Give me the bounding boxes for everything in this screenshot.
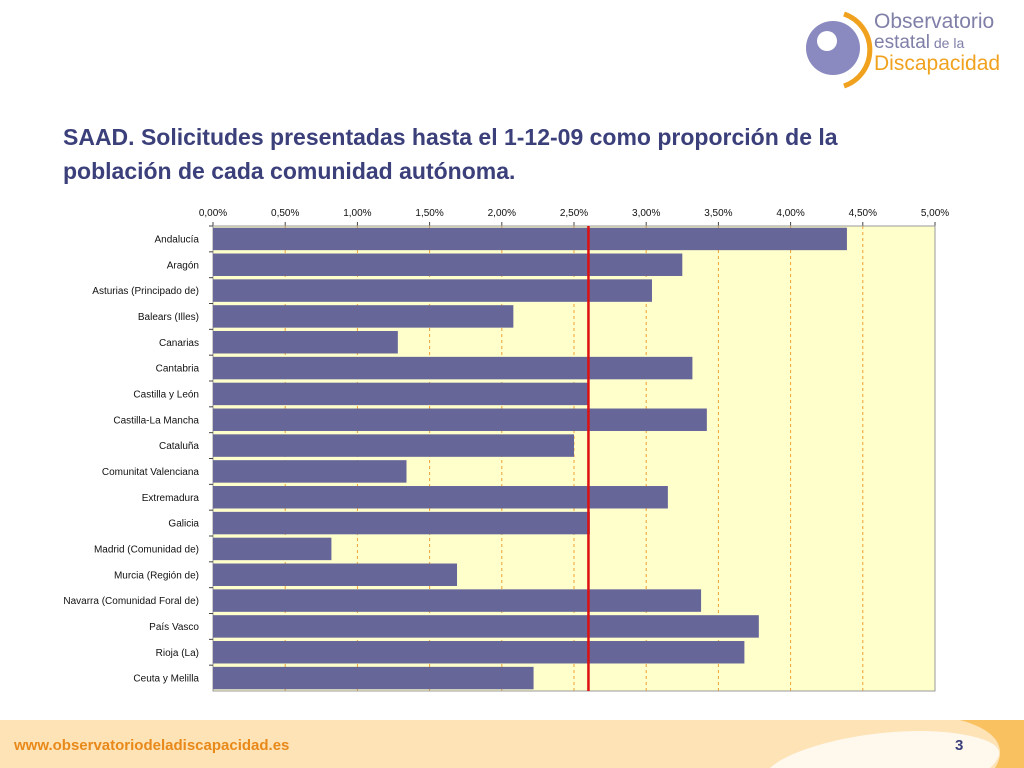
logo-line-discapacidad: Discapacidad bbox=[874, 52, 1001, 75]
bar bbox=[213, 227, 847, 251]
category-label: Comunitat Valenciana bbox=[102, 467, 200, 478]
x-tick-label: 2,00% bbox=[488, 208, 516, 219]
category-label: Cantabria bbox=[156, 364, 200, 375]
logo-de-la: de la bbox=[929, 35, 965, 51]
plot-area bbox=[213, 226, 935, 691]
category-label: Canarias bbox=[159, 338, 199, 349]
bar bbox=[213, 511, 590, 535]
category-label: Castilla y León bbox=[133, 389, 199, 400]
category-label: Aragón bbox=[167, 260, 199, 271]
category-label: Balears (Illes) bbox=[138, 312, 199, 323]
category-label: Galicia bbox=[168, 519, 199, 530]
category-label: Murcia (Región de) bbox=[114, 570, 199, 581]
x-tick-label: 3,00% bbox=[632, 208, 660, 219]
x-tick-label: 1,00% bbox=[343, 208, 371, 219]
bar bbox=[213, 331, 398, 354]
bar bbox=[213, 408, 707, 431]
bar bbox=[213, 486, 668, 509]
bar bbox=[213, 279, 652, 302]
category-label: Asturias (Principado de) bbox=[92, 286, 199, 297]
bar bbox=[213, 615, 759, 638]
x-tick-label: 1,50% bbox=[415, 208, 443, 219]
bar bbox=[213, 641, 745, 664]
category-label: Rioja (La) bbox=[156, 648, 199, 659]
x-tick-label: 3,50% bbox=[704, 208, 732, 219]
category-label: Extremadura bbox=[142, 493, 200, 504]
x-tick-label: 4,00% bbox=[776, 208, 804, 219]
footer-swoosh-icon bbox=[770, 720, 1024, 768]
footer-bar: www.observatoriodeladiscapacidad.es 3 bbox=[0, 720, 1024, 768]
bar bbox=[213, 537, 332, 561]
category-label: País Vasco bbox=[149, 622, 199, 633]
bar bbox=[213, 356, 693, 380]
category-label: Navarra (Comunidad Foral de) bbox=[63, 596, 199, 607]
page-number: 3 bbox=[955, 737, 964, 754]
logo-wordmark: Observatorio estatal de la Discapacidad bbox=[874, 11, 1019, 74]
category-label: Cataluña bbox=[159, 441, 199, 452]
x-tick-label: 4,50% bbox=[849, 208, 877, 219]
logo-line-estatal: estatal de la bbox=[874, 33, 1019, 52]
logo-line-observatorio: Observatorio bbox=[874, 10, 995, 33]
bar bbox=[213, 460, 407, 483]
bar bbox=[213, 253, 683, 276]
slide-title: SAAD. Solicitudes presentadas hasta el 1… bbox=[63, 124, 838, 184]
bar bbox=[213, 563, 458, 586]
category-label: Andalucía bbox=[155, 234, 200, 245]
website-link[interactable]: www.observatoriodeladiscapacidad.es bbox=[14, 737, 290, 754]
x-tick-label: 0,50% bbox=[271, 208, 299, 219]
bar-chart: 0,00% 0,50% 1,00% 1,50% 2,00% 2,50% 3,00% 3,50%… bbox=[63, 208, 949, 692]
category-label: Madrid (Comunidad de) bbox=[94, 544, 199, 555]
logo-estatal: estatal bbox=[874, 32, 930, 53]
bar bbox=[213, 589, 702, 612]
x-tick-label: 5,00% bbox=[921, 208, 949, 219]
x-tick-label: 2,50% bbox=[560, 208, 588, 219]
bar bbox=[213, 382, 589, 406]
logo-emblem-icon bbox=[806, 11, 873, 89]
x-tick-label: 0,00% bbox=[199, 208, 227, 219]
bar bbox=[213, 305, 514, 328]
category-label: Ceuta y Melilla bbox=[133, 674, 199, 685]
category-label: Castilla-La Mancha bbox=[113, 415, 199, 426]
bar bbox=[213, 666, 534, 690]
bar bbox=[213, 434, 574, 457]
